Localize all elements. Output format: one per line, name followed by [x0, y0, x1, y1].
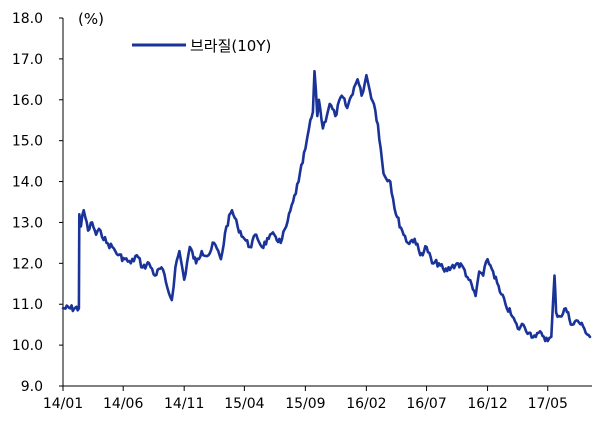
legend: 브라질(10Y)	[132, 37, 271, 55]
x-tick-label: 14/01	[43, 396, 83, 412]
y-tick-label: 9.0	[21, 379, 43, 395]
x-tick-label: 15/09	[285, 396, 325, 412]
x-tick-label: 14/11	[164, 396, 204, 412]
y-tick-label: 16.0	[12, 93, 43, 109]
x-axis: 14/01 14/06 14/11 15/04 15/09 16/02 16/07 16/12…	[43, 385, 592, 412]
x-tick-label: 15/04	[224, 396, 264, 412]
x-tick-label: 14/06	[103, 396, 143, 412]
y-tick-label: 14.0	[12, 175, 43, 191]
y-tick-label: 12.0	[12, 256, 43, 272]
plot-area	[61, 69, 592, 343]
y-unit-label: (%)	[78, 10, 104, 28]
y-tick-label: 10.0	[12, 338, 43, 354]
legend-label: 브라질(10Y)	[190, 37, 271, 55]
x-tick-label: 17/05	[528, 396, 568, 412]
y-tick-label: 18.0	[12, 11, 43, 27]
y-tick-label: 13.0	[12, 215, 43, 231]
y-tick-label: 17.0	[12, 52, 43, 68]
x-tick-label: 16/02	[346, 396, 386, 412]
x-tick-label: 16/12	[467, 396, 507, 412]
x-tick-label: 16/07	[406, 396, 446, 412]
y-tick-label: 15.0	[12, 134, 43, 150]
y-axis: 9.0 10.0 11.0 12.0 13.0 14.0 15.0 16.0 17.0 18.0	[12, 11, 64, 395]
y-tick-label: 11.0	[12, 297, 43, 313]
series-line-brazil-10y	[61, 69, 592, 343]
